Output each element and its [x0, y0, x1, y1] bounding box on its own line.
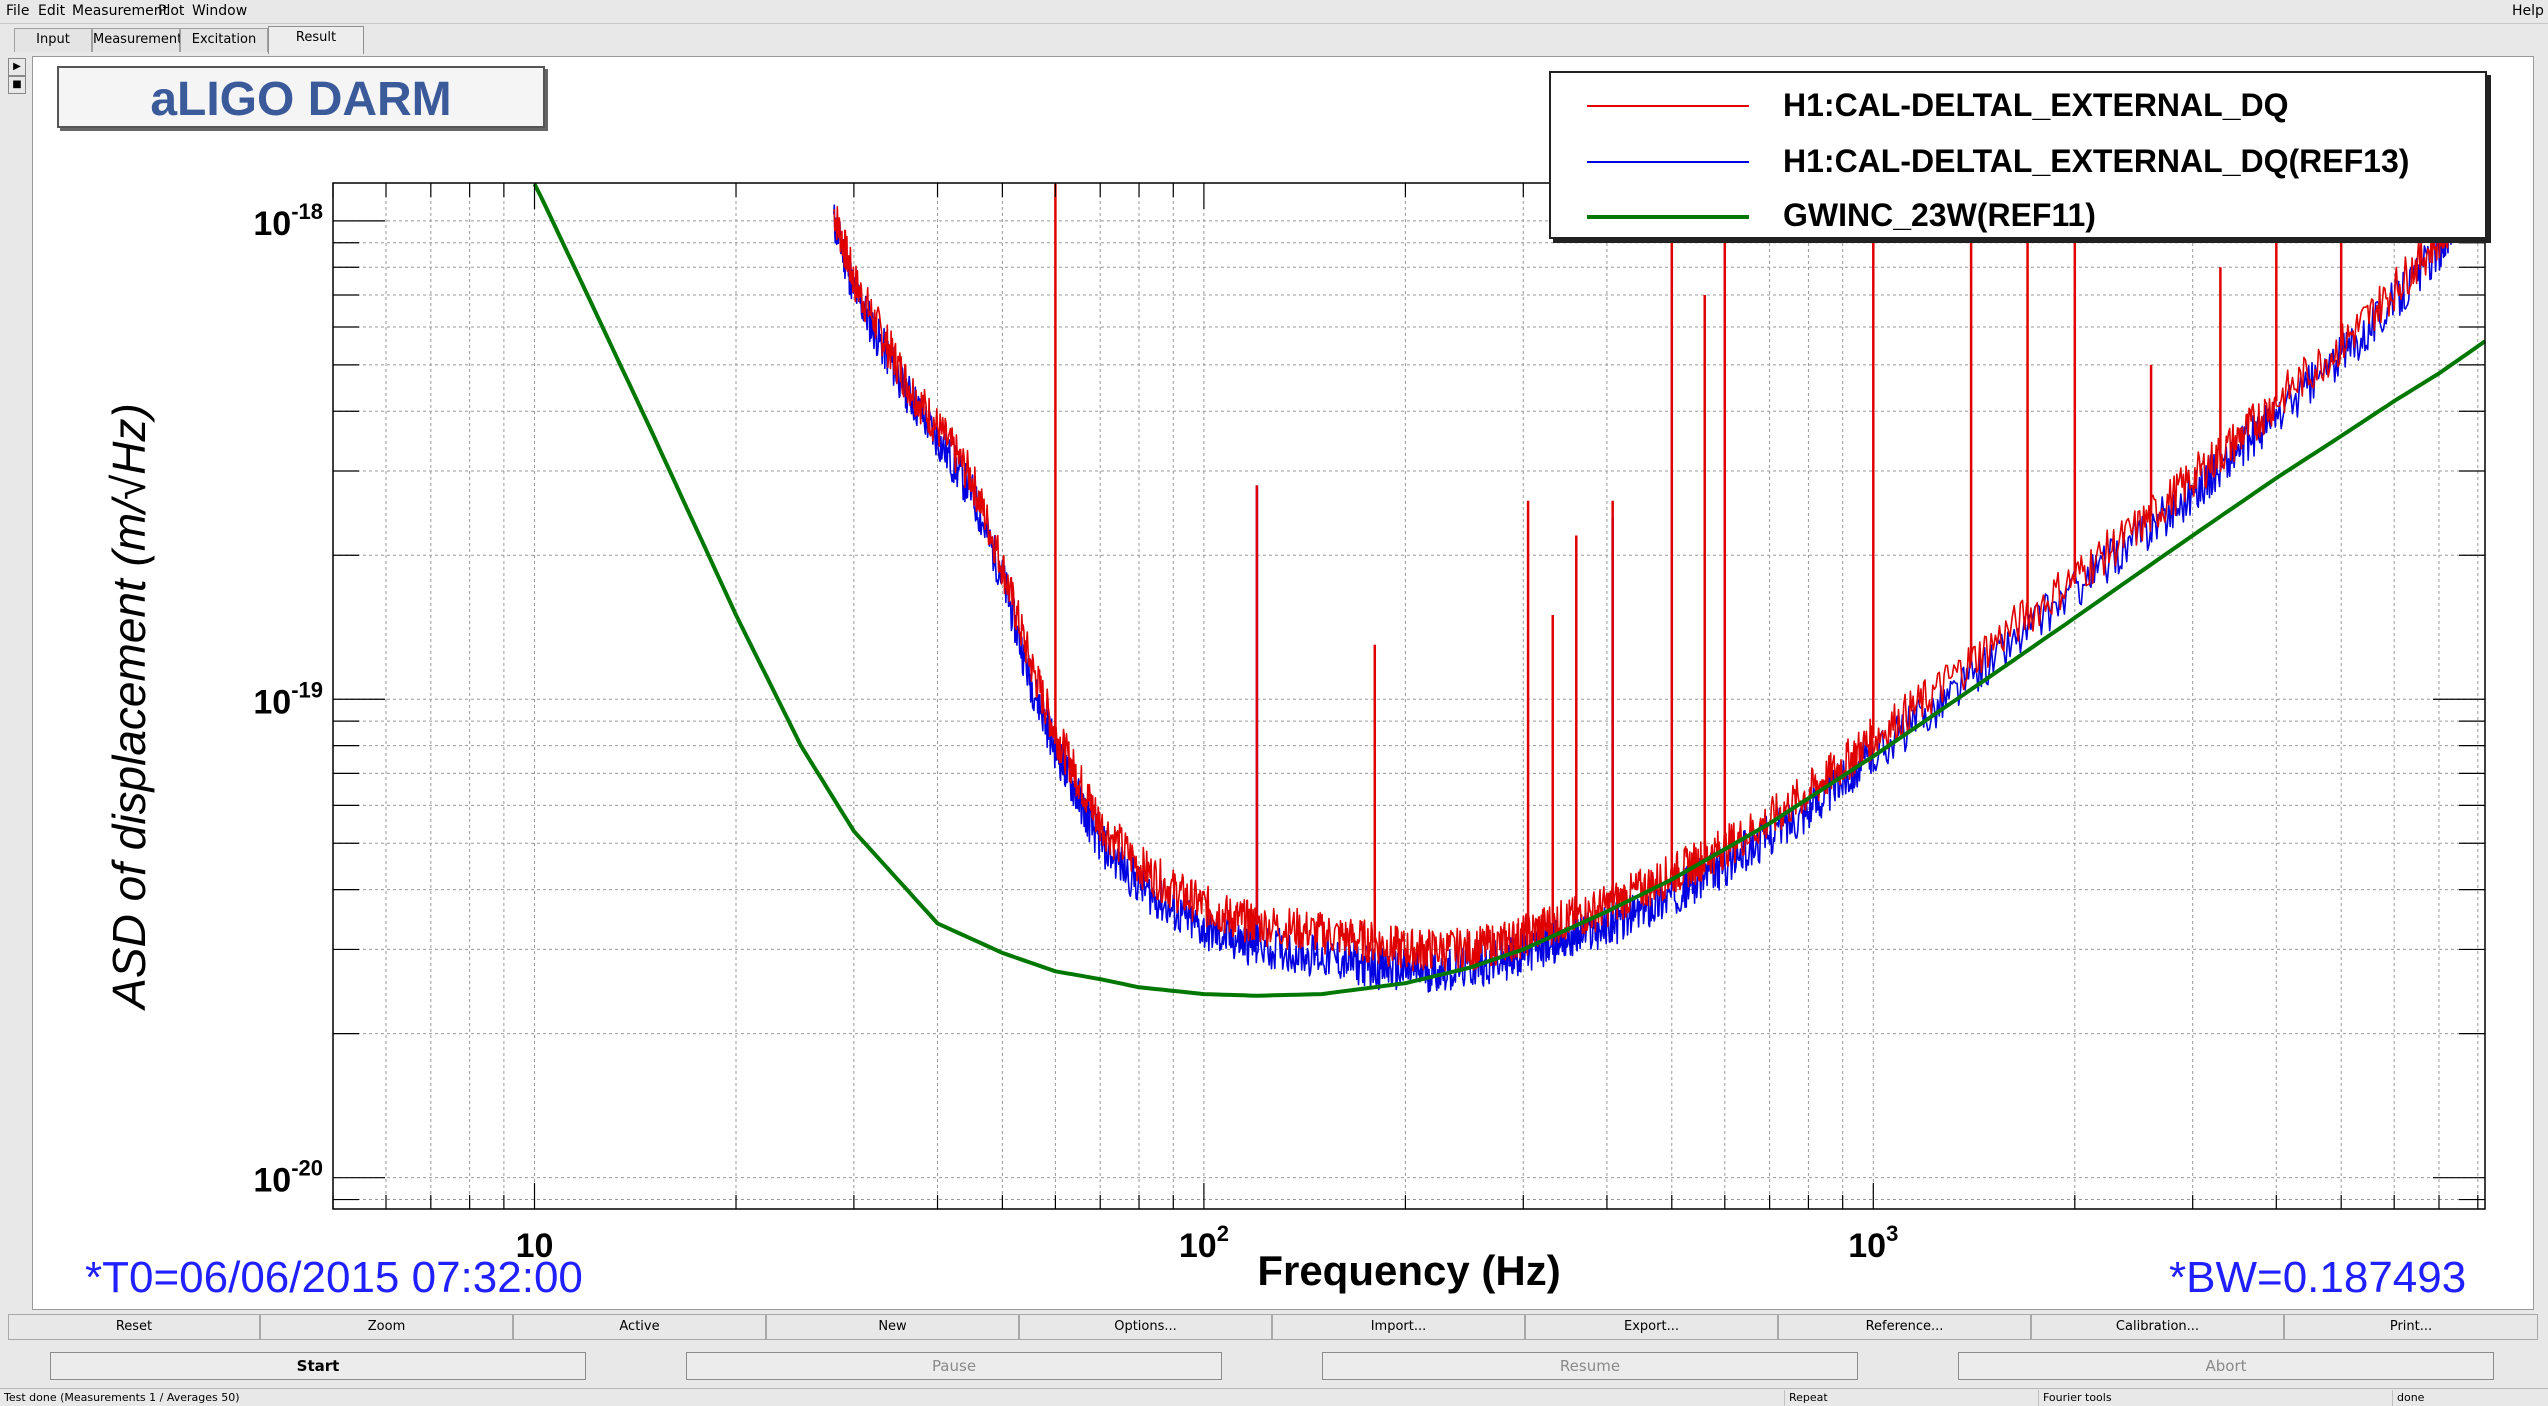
legend-entry: GWINC_23W(REF11) [1551, 187, 2485, 243]
tab-bar: Input Measurement Excitation Result [0, 26, 2548, 54]
calibration-button[interactable]: Calibration... [2031, 1314, 2284, 1340]
reference-button[interactable]: Reference... [1778, 1314, 2031, 1340]
options-panel-icon[interactable]: ■ [8, 76, 26, 94]
new-button[interactable]: New [766, 1314, 1019, 1340]
plot-canvas[interactable]: 10 102 103 10-18 10-19 10-20 Frequency (Hz) A… [32, 56, 2534, 1310]
t0-timestamp: *T0=06/06/2015 07:32:00 [85, 1253, 583, 1302]
import-button[interactable]: Import... [1272, 1314, 1525, 1340]
plot-toolbar: Reset Zoom Active New Options... Import.… [0, 1312, 2548, 1344]
x-tick-label: 103 [1848, 1221, 1898, 1265]
bandwidth-readout: *BW=0.187493 [2169, 1253, 2467, 1302]
print-button[interactable]: Print... [2284, 1314, 2538, 1340]
status-tools: Fourier tools [2038, 1390, 2392, 1406]
abort-button[interactable]: Abort [1958, 1352, 2494, 1380]
pause-button[interactable]: Pause [686, 1352, 1222, 1380]
menu-help[interactable]: Help [2512, 3, 2544, 19]
resume-button[interactable]: Resume [1322, 1352, 1858, 1380]
legend: H1:CAL-DELTAL_EXTERNAL_DQ H1:CAL-DELTAL_… [1549, 71, 2487, 239]
active-button[interactable]: Active [513, 1314, 766, 1340]
zoom-button[interactable]: Zoom [260, 1314, 513, 1340]
legend-entry: H1:CAL-DELTAL_EXTERNAL_DQ(REF13) [1551, 133, 2485, 189]
trace-ref13-blue [833, 201, 2460, 993]
legend-swatch-blue [1587, 161, 1749, 163]
tick-layer: 10 102 103 10-18 10-19 10-20 [253, 183, 2485, 1265]
legend-label: H1:CAL-DELTAL_EXTERNAL_DQ(REF13) [1783, 143, 2410, 179]
tab-excitation[interactable]: Excitation [180, 28, 268, 52]
export-button[interactable]: Export... [1525, 1314, 1778, 1340]
plot-svg[interactable]: 10 102 103 10-18 10-19 10-20 Frequency (Hz) A… [33, 57, 2535, 1311]
x-tick-label: 102 [1179, 1221, 1229, 1265]
menu-edit[interactable]: Edit [38, 3, 66, 19]
trace-gwinc-green [532, 183, 2487, 998]
menu-file[interactable]: File [6, 3, 30, 19]
menu-window[interactable]: Window [192, 3, 248, 19]
expand-arrow-icon[interactable]: ▶ [8, 58, 26, 76]
y-tick-label: 10-19 [253, 677, 323, 721]
status-message: Test done (Measurements 1 / Averages 50) [4, 1391, 240, 1404]
status-state: done [2392, 1390, 2548, 1406]
measurement-control-bar: Start Pause Resume Abort [0, 1350, 2548, 1386]
grid-layer [332, 183, 2485, 1209]
y-tick-label: 10-20 [253, 1156, 323, 1200]
legend-label: GWINC_23W(REF11) [1783, 197, 2096, 233]
plot-title: aLIGO DARM [150, 73, 452, 126]
legend-entry: H1:CAL-DELTAL_EXTERNAL_DQ [1551, 77, 2485, 133]
trace-layer [532, 183, 2487, 998]
options-button[interactable]: Options... [1019, 1314, 1272, 1340]
x-tick-label: 10 [516, 1227, 554, 1265]
axes-frame [332, 182, 2486, 1210]
status-bar: Test done (Measurements 1 / Averages 50)… [0, 1388, 2548, 1406]
plot-title-box: aLIGO DARM [57, 66, 545, 128]
menu-bar: File Edit Measurement Plot Window Help [0, 0, 2548, 24]
status-repeat: Repeat [1784, 1390, 2038, 1406]
legend-label: H1:CAL-DELTAL_EXTERNAL_DQ [1783, 87, 2289, 123]
tab-result[interactable]: Result [268, 26, 364, 54]
y-axis-label: ASD of displacement (m/√Hz) [103, 403, 155, 1012]
menu-measurement[interactable]: Measurement [72, 3, 169, 19]
menu-plot[interactable]: Plot [158, 3, 185, 19]
start-button[interactable]: Start [50, 1352, 586, 1380]
legend-swatch-green [1587, 215, 1749, 219]
legend-swatch-red [1587, 105, 1749, 107]
trace-live-red [833, 199, 2460, 972]
x-axis-label: Frequency (Hz) [1257, 1247, 1560, 1294]
reset-button[interactable]: Reset [8, 1314, 260, 1340]
tab-input[interactable]: Input [14, 28, 92, 52]
tab-measurement[interactable]: Measurement [92, 28, 182, 52]
y-tick-label: 10-18 [253, 199, 323, 243]
